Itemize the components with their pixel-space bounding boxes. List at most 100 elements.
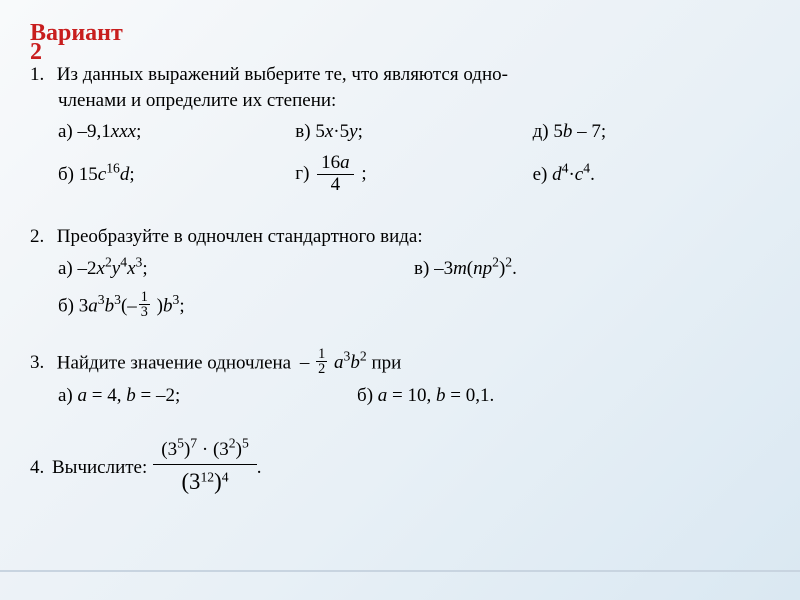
p2-b-close: )	[152, 295, 163, 316]
p1-v-it2: y	[349, 121, 357, 142]
p1-v-post: ;	[358, 121, 363, 142]
p1-v-pre2: 5	[340, 121, 350, 142]
p4-n2o: (3	[213, 439, 229, 460]
footer-line	[0, 570, 800, 572]
p2-item-v: в) –3m(np2)2.	[414, 258, 770, 280]
p2-item-b: б) 3a3b3(–13 )b3;	[58, 290, 414, 320]
p1-e-post: .	[590, 164, 595, 185]
p1-items: а) –9,1xxx; в) 5x·5y; д) 5b – 7; б) 15c1…	[30, 121, 770, 206]
p3-expr: – 12 a3b2	[300, 352, 367, 373]
p2-b-frac: 13	[139, 290, 150, 320]
problem-4-num: 4.	[30, 455, 52, 481]
p4-text: Вычислите:	[52, 455, 147, 481]
p1-v-label: в)	[295, 121, 310, 142]
problem-2: 2. Преобразуйте в одночлен стандартного …	[30, 224, 770, 329]
p2-b-s1: 3	[98, 292, 105, 307]
p3-item-b: б) a = 10, b = 0,1.	[357, 385, 713, 407]
p1-item-a: а) –9,1xxx;	[58, 121, 295, 143]
p1-item-v: в) 5x·5y;	[295, 121, 532, 143]
p2-a-s1: 2	[105, 254, 112, 269]
p1-a-pre: –9,1	[73, 121, 111, 142]
p3-fnum: 1	[316, 347, 327, 362]
problem-2-text: 2. Преобразуйте в одночлен стандартного …	[30, 224, 770, 250]
title-sub: 2	[30, 39, 42, 65]
p1-b-post: ;	[129, 164, 134, 185]
p3-neg: –	[300, 352, 314, 373]
problem-4-text: 4. Вычислите: (35)7 · (32)5 (312)4 .	[30, 435, 770, 500]
p2-a-it2: y	[112, 258, 120, 279]
p4-n1o: (3	[161, 439, 177, 460]
p2-a-post: ;	[142, 258, 147, 279]
p1-item-b: б) 15c16d;	[58, 164, 295, 186]
p2-a-label: а)	[58, 258, 73, 279]
p1-line1: Из данных выражений выберите те, что явл…	[57, 64, 508, 85]
p3-fden: 2	[316, 362, 327, 376]
p1-item-e: е) d4·c4.	[533, 164, 770, 186]
p1-g-num-pre: 16	[321, 152, 340, 173]
p2-a-pre: –2	[73, 258, 97, 279]
problem-2-num: 2.	[30, 224, 52, 250]
p3-it2: b	[350, 352, 360, 373]
p3-text: Найдите значение одночлена	[52, 352, 296, 373]
p3-item-a: а) a = 4, b = –2;	[58, 385, 357, 407]
p1-e-it1: d	[552, 164, 562, 185]
p4-ndot: ·	[197, 439, 213, 460]
p3-a-it2: b	[126, 385, 136, 406]
p4-ds: 12	[200, 470, 214, 485]
p4-do: (3	[181, 469, 200, 494]
p3-b-it1: a	[378, 385, 388, 406]
p1-b-it2: d	[120, 164, 130, 185]
p3-b-eq2: = 0,1.	[446, 385, 495, 406]
p4-n1s: 5	[177, 435, 184, 450]
p3-b-label: б)	[357, 385, 373, 406]
problem-1-num: 1.	[30, 62, 52, 88]
p1-b-sup: 16	[106, 160, 120, 175]
p4-frac-den: (312)4	[153, 465, 257, 500]
p1-v-pre: 5	[311, 121, 325, 142]
p2-b-it2: b	[105, 295, 115, 316]
p2-v-pre: –3	[429, 258, 453, 279]
problem-3-num: 3.	[30, 350, 52, 376]
p2-b-label: б)	[58, 295, 74, 316]
p1-g-num-it: a	[340, 152, 350, 173]
p2-a-it1: x	[97, 258, 105, 279]
p3-a-it1: a	[78, 385, 88, 406]
p2-v-it2: np	[473, 258, 492, 279]
p4-frac: (35)7 · (32)5 (312)4	[153, 435, 257, 500]
p2-b-pre: 3	[74, 295, 88, 316]
p2-b-open: (–	[121, 295, 137, 316]
p3-frac: 12	[316, 347, 327, 377]
p2-b-s2: 3	[114, 292, 121, 307]
p2-v-post: .	[512, 258, 517, 279]
p1-e-label: е)	[533, 164, 548, 185]
p1-g-den: 4	[317, 175, 354, 196]
problem-3-text: 3. Найдите значение одночлена – 12 a3b2 …	[30, 347, 770, 377]
p3-b-it2: b	[436, 385, 446, 406]
p4-n2s: 2	[229, 435, 236, 450]
p1-g-label: г)	[295, 163, 309, 184]
p1-g-frac: 16a 4	[317, 153, 354, 196]
p4-dc: )	[214, 469, 222, 494]
p1-b-it: c	[98, 164, 106, 185]
p2-b-fnum: 1	[139, 290, 150, 305]
p4-frac-num: (35)7 · (32)5	[153, 435, 257, 466]
p3-it1: a	[334, 352, 344, 373]
p3-after: при	[367, 352, 402, 373]
problem-4: 4. Вычислите: (35)7 · (32)5 (312)4 .	[30, 435, 770, 500]
problem-3: 3. Найдите значение одночлена – 12 a3b2 …	[30, 347, 770, 417]
p1-item-g: г) 16a 4 ;	[295, 153, 532, 196]
p2-v-it1: m	[453, 258, 467, 279]
p1-d-it: b	[563, 121, 573, 142]
p1-a-it: xxx	[111, 121, 136, 142]
p1-item-d: д) 5b – 7;	[533, 121, 770, 143]
p1-b-label: б)	[58, 164, 74, 185]
p1-b-pre: 15	[74, 164, 98, 185]
p4-post: .	[257, 455, 262, 481]
p1-e-it2: c	[575, 164, 583, 185]
p1-a-post: ;	[136, 121, 141, 142]
title-text: Вариант	[30, 20, 123, 46]
p2-items: а) –2x2y4x3; в) –3m(np2)2. б) 3a3b3(–13 …	[30, 258, 770, 330]
p1-d-label: д)	[533, 121, 549, 142]
p1-d-post: – 7;	[572, 121, 606, 142]
p1-line2: членами и определите их степени:	[30, 90, 336, 111]
